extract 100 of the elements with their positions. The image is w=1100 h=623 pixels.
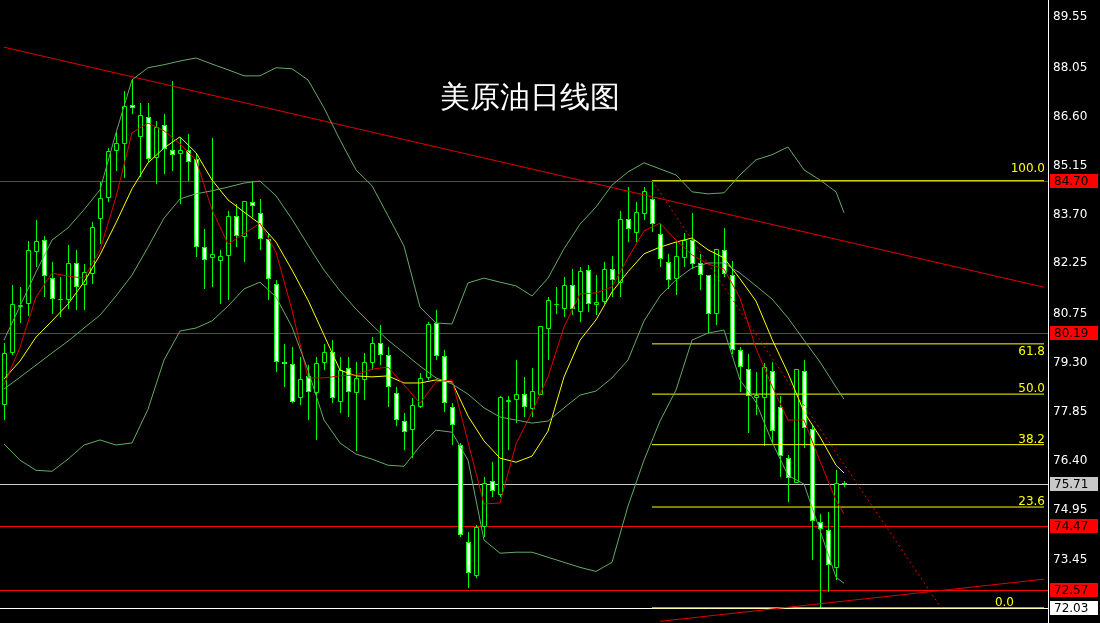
candlestick [610, 255, 615, 298]
candlestick [426, 321, 431, 381]
candlestick [98, 181, 103, 245]
candlestick [754, 371, 759, 416]
candlestick [698, 253, 703, 291]
candlestick [586, 264, 591, 313]
candlestick [506, 395, 511, 451]
candlestick [170, 80, 175, 172]
candlestick [554, 286, 559, 315]
candlestick [66, 244, 71, 310]
candlestick [762, 362, 767, 447]
candlestick [642, 186, 647, 221]
candlestick [410, 397, 415, 459]
candlestick [186, 133, 191, 182]
candlestick [778, 395, 783, 478]
candlestick [634, 201, 639, 243]
candlestick [130, 79, 135, 115]
ref-line-label: 74.47 [1050, 518, 1098, 533]
candlestick [834, 469, 839, 581]
candlestick [674, 241, 679, 296]
candlestick [194, 153, 199, 258]
text: 美原油日线图 [440, 79, 620, 114]
candlestick [458, 442, 463, 538]
candlestick [690, 212, 695, 270]
candlestick [90, 221, 95, 285]
candlestick [474, 524, 479, 579]
y-tick-label: 82.25 [1053, 255, 1088, 270]
candlestick [746, 353, 751, 434]
candlestick [658, 223, 663, 268]
candlestick [298, 356, 303, 406]
candlestick [546, 296, 551, 361]
candlestick [42, 235, 47, 298]
candlestick [602, 261, 607, 305]
candlestick [234, 203, 239, 248]
candlestick [434, 309, 439, 361]
candlestick [242, 201, 247, 263]
candlestick [314, 356, 319, 441]
candlestick [178, 137, 183, 205]
candlestick [210, 137, 215, 288]
candlestick [466, 531, 471, 589]
candlestick [570, 268, 575, 316]
y-tick-label: 86.60 [1053, 108, 1088, 123]
candlestick [274, 279, 279, 373]
y-tick-label: 74.95 [1053, 501, 1088, 516]
y-tick-label: 85.15 [1053, 157, 1088, 172]
candlestick [18, 286, 23, 324]
candlestick [202, 228, 207, 290]
candlestick [34, 219, 39, 268]
candlestick [282, 343, 287, 388]
candlestick [578, 266, 583, 323]
candlestick [122, 90, 127, 179]
candlestick [386, 346, 391, 408]
candlestick [714, 249, 719, 326]
candlestick [682, 232, 687, 268]
series-label: 50.0 [1018, 381, 1045, 396]
ref-line-label: 72.03 [1050, 600, 1098, 615]
candlestick [58, 276, 63, 318]
y-tick-label: 79.30 [1053, 354, 1088, 369]
candlestick [74, 249, 79, 311]
candlestick [50, 261, 55, 315]
candlestick [786, 454, 791, 503]
y-tick-label: 77.85 [1053, 403, 1088, 418]
candlestick [450, 402, 455, 446]
candlestick [338, 356, 343, 414]
candlestick [2, 342, 7, 421]
candlestick [226, 210, 231, 301]
candlestick [706, 275, 711, 334]
candlestick [378, 324, 383, 366]
candlestick [626, 186, 631, 243]
candlestick [594, 274, 599, 316]
candlestick [106, 147, 111, 203]
candlestick [250, 180, 255, 218]
ref-line-label: 84.70 [1050, 173, 1098, 188]
candlestick [114, 131, 119, 172]
candlestick [490, 461, 495, 498]
candlestick [810, 424, 815, 561]
candlestick [826, 511, 831, 593]
candlestick [530, 367, 535, 418]
candlestick [10, 284, 15, 356]
candlestick [650, 180, 655, 233]
candlestick [138, 102, 143, 178]
candlestick [842, 480, 847, 488]
y-tick-label: 76.40 [1053, 452, 1088, 467]
candlestick [770, 361, 775, 444]
series-label: 38.2 [1018, 431, 1045, 446]
candlestick [522, 376, 527, 418]
candlestick [482, 476, 487, 538]
series-label: 100.0 [1010, 160, 1045, 175]
candlestick [346, 356, 351, 418]
candlestick [442, 349, 447, 413]
candlestick [402, 412, 407, 451]
candlestick [306, 364, 311, 421]
candlestick [354, 361, 359, 452]
candlestick [738, 346, 743, 393]
candlestick [394, 386, 399, 427]
candlestick [514, 359, 519, 424]
y-tick-label: 83.70 [1053, 206, 1088, 221]
series-label: 61.8 [1018, 343, 1045, 358]
candlestick [562, 276, 567, 318]
candlestick [418, 372, 423, 407]
